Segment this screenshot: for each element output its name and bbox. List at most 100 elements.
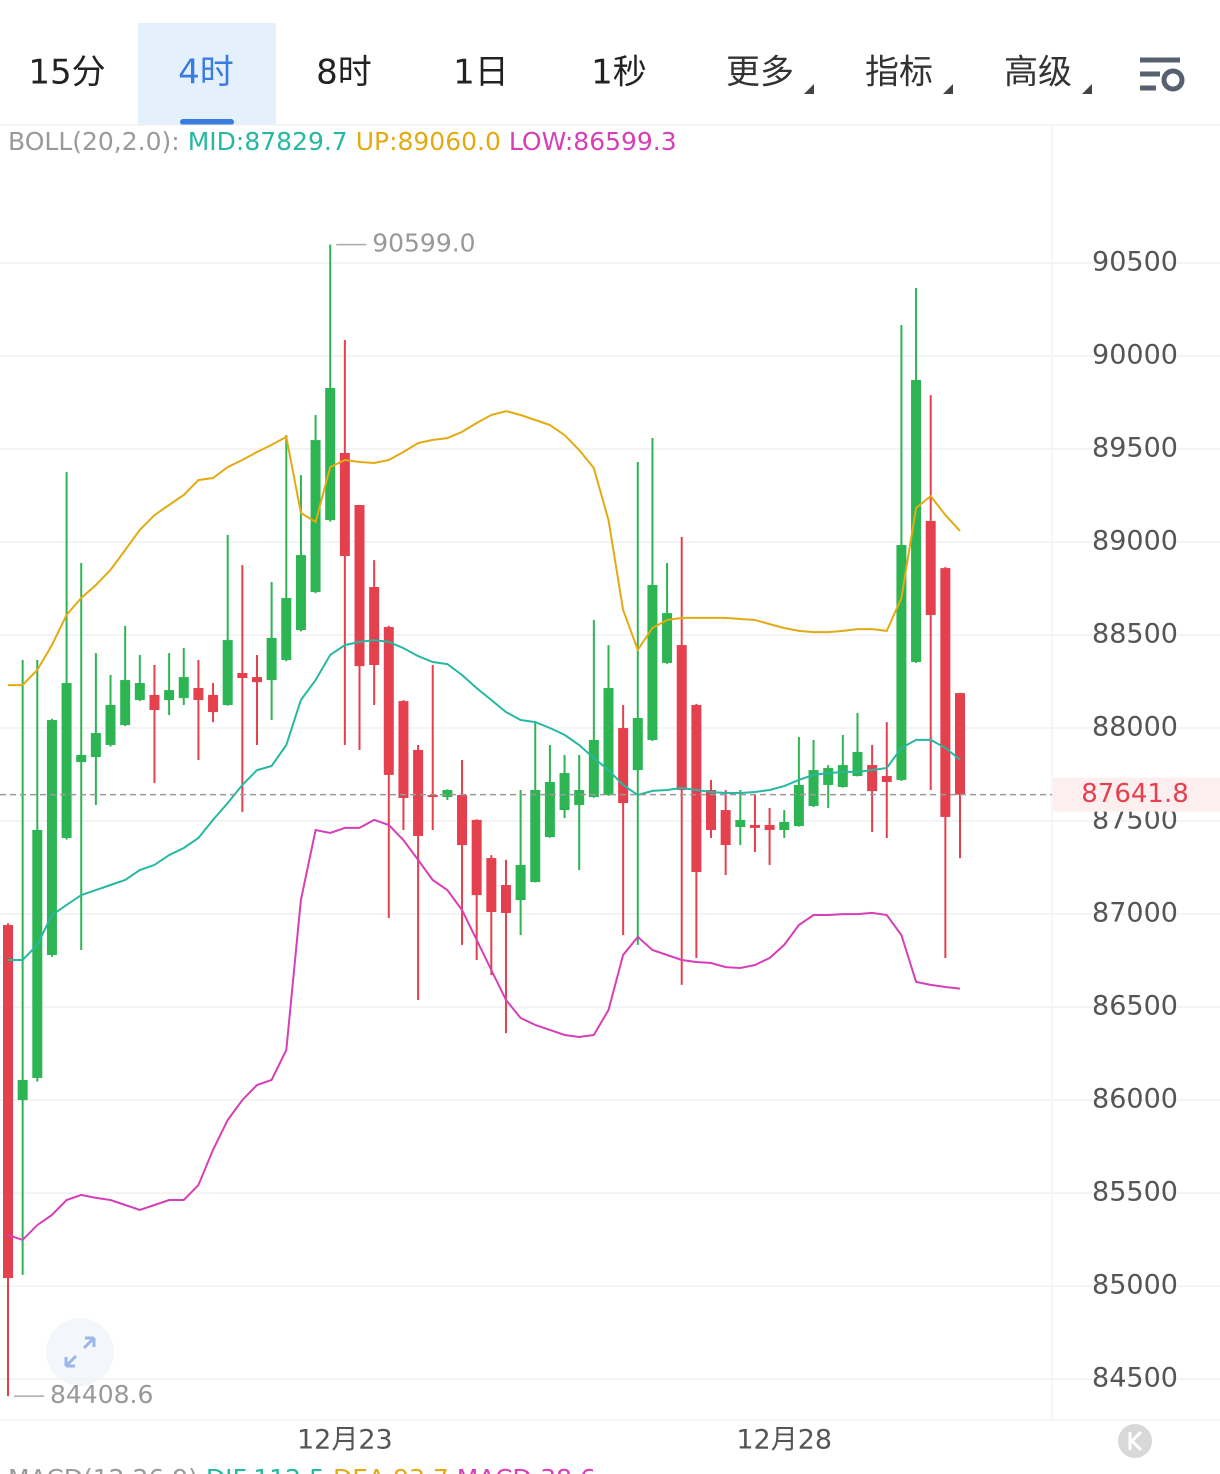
candle-body [398, 701, 409, 798]
candles [3, 244, 965, 1397]
time-tab[interactable]: 15分 [28, 53, 105, 93]
y-tick-label: 89000 [1092, 526, 1178, 557]
time-tab[interactable]: 1秒 [591, 53, 647, 93]
candle-body [222, 640, 233, 705]
y-tick-label: 88000 [1092, 712, 1178, 743]
candle-body [237, 672, 248, 679]
last-price-box [1053, 777, 1220, 812]
candle-body [251, 677, 262, 683]
candle-body [720, 810, 731, 846]
legend-item: MACD(12,26,9) [8, 1464, 198, 1474]
icon-gear [1161, 68, 1185, 92]
candle-body [618, 728, 629, 804]
candle-body [852, 752, 863, 777]
candle-body [471, 819, 482, 896]
candle-body [837, 765, 848, 788]
kline-bg [1118, 1424, 1152, 1458]
y-tick-label: 89500 [1092, 433, 1178, 464]
candle-body [149, 694, 160, 711]
x-tick-label: 12月23 [297, 1425, 393, 1456]
candle-body [266, 638, 277, 681]
menu-tab[interactable]: 更多 [726, 53, 794, 93]
candle-body [383, 627, 394, 775]
x-tick-label: 12月28 [736, 1425, 832, 1456]
candle-body [867, 765, 878, 792]
candle-body [544, 781, 555, 838]
candle-body [632, 717, 643, 771]
candle-body [457, 795, 468, 846]
menu-caret [804, 84, 814, 94]
menu-tab[interactable]: 高级 [1004, 53, 1072, 93]
candle-body [574, 789, 585, 806]
candle-body [413, 749, 424, 836]
legend-item: DIF:112.5 [206, 1464, 325, 1474]
candle-body [310, 440, 321, 593]
expand-button[interactable] [46, 1318, 114, 1386]
candle-body [164, 690, 175, 700]
candle-body [427, 795, 438, 798]
band-line [8, 410, 961, 687]
menu-caret [1082, 84, 1092, 94]
band-line [8, 639, 961, 961]
time-tab[interactable]: 4时 [178, 53, 234, 93]
menu-tab[interactable]: 指标 [865, 53, 933, 93]
candle-body [779, 821, 790, 830]
candle-body [603, 688, 614, 796]
candle-body [559, 773, 570, 811]
candle-body [691, 704, 702, 873]
candle-body [193, 688, 204, 700]
candle-body [105, 704, 116, 745]
time-tab[interactable]: 1日 [453, 53, 509, 93]
candle-body [442, 789, 453, 798]
candle-body [120, 680, 131, 726]
candle-body [339, 452, 350, 556]
y-tick-label: 86500 [1092, 991, 1178, 1022]
candle-body [3, 925, 13, 1279]
y-tick-label: 88500 [1092, 619, 1178, 650]
candle-body [17, 1079, 28, 1101]
legend-item: UP:89060.0 [356, 127, 501, 156]
candle-body [46, 720, 57, 955]
y-tick-label: 87000 [1092, 898, 1178, 929]
candle-body [764, 824, 775, 830]
y-tick-label: 85500 [1092, 1177, 1178, 1208]
legend-item: DEA:93.7 [333, 1464, 449, 1474]
candle-body [881, 776, 892, 782]
kline-button[interactable] [1118, 1424, 1152, 1458]
candle-body [588, 739, 599, 798]
candle-body [369, 587, 380, 665]
menu-caret [943, 84, 953, 94]
legend-item: BOLL(20,2.0): [8, 127, 180, 156]
candle-body [515, 864, 526, 901]
candle-body [793, 784, 804, 827]
candle-body [911, 380, 922, 663]
y-tick-label: 84500 [1092, 1363, 1178, 1394]
selected-tab-bg [138, 23, 276, 125]
band-line [7, 818, 961, 1242]
expand-icon [64, 1336, 96, 1368]
y-tick-label: 90500 [1092, 247, 1178, 278]
candle-body [61, 683, 72, 838]
candle-body [486, 858, 497, 913]
low-label: 84408.6 [50, 1380, 153, 1409]
y-tick-label: 90000 [1092, 340, 1178, 371]
high-label: 90599.0 [372, 229, 475, 258]
y-tick-label: 86000 [1092, 1084, 1178, 1115]
candle-body [823, 768, 834, 785]
candle-body [90, 733, 101, 758]
settings-icon[interactable] [1140, 57, 1185, 92]
candle-body [808, 770, 819, 806]
time-tab[interactable]: 8时 [316, 53, 372, 93]
candle-body [647, 585, 658, 740]
candle-body [955, 693, 965, 795]
last-price-label: 87641.8 [1081, 779, 1189, 809]
legend-item: MID:87829.7 [188, 127, 348, 156]
legend-item: LOW:86599.3 [509, 127, 677, 156]
candle-body [295, 555, 306, 631]
kline-icon [1128, 1430, 1143, 1452]
candle-body [208, 694, 219, 713]
selected-tab-indicator [180, 119, 234, 125]
candle-body [940, 568, 951, 817]
